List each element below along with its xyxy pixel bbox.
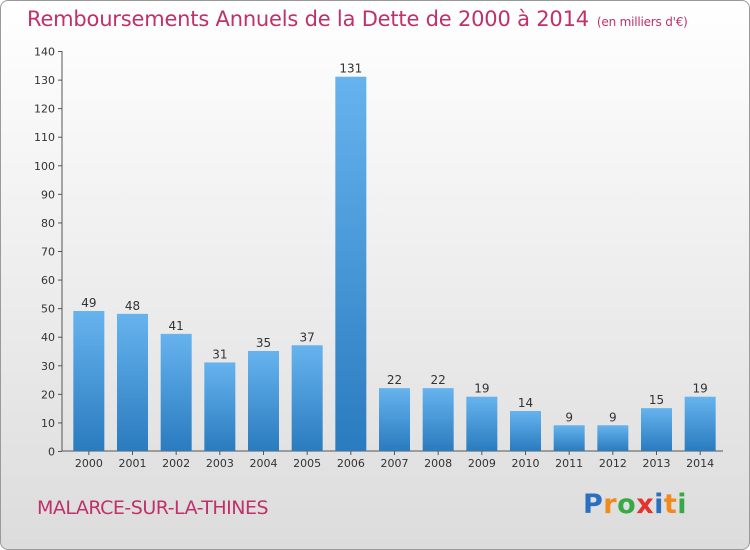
bar (466, 396, 498, 451)
data-labels: 49 48 41 31 35 37 131 22 22 19 14 9 9 15 19 (81, 62, 708, 425)
y-tick-label: 50 (41, 303, 55, 316)
proxiti-logo: Proxiti (583, 489, 687, 520)
x-tick-label: 2004 (250, 457, 278, 470)
x-tick-label: 2009 (468, 457, 496, 470)
logo-letter: i (677, 489, 688, 520)
chart-title: Remboursements Annuels de la Dette de 20… (27, 7, 688, 31)
y-tick-label: 130 (34, 74, 55, 87)
bar (117, 313, 148, 451)
logo-letter: x (636, 489, 655, 520)
data-label: 37 (300, 330, 315, 344)
logo-letter: P (583, 489, 604, 520)
x-tick-label: 2011 (555, 457, 583, 470)
chart-title-text: Remboursements Annuels de la Dette de 20… (27, 7, 589, 31)
data-label: 9 (609, 410, 617, 424)
y-tick-label: 100 (34, 160, 55, 173)
data-label: 31 (212, 347, 227, 361)
bar (335, 76, 367, 451)
y-tick-label: 10 (41, 417, 55, 430)
data-label: 41 (169, 319, 184, 333)
x-tick-label: 2007 (381, 457, 409, 470)
data-label: 19 (474, 382, 489, 396)
data-label: 14 (518, 396, 533, 410)
y-tick-label: 30 (41, 360, 55, 373)
data-label: 19 (693, 382, 708, 396)
y-tick-label: 120 (34, 103, 55, 116)
y-tick-label: 140 (34, 46, 55, 59)
data-label: 48 (125, 299, 140, 313)
commune-name: MALARCE-SUR-LA-THINES (37, 497, 269, 519)
bar (597, 425, 629, 451)
y-tick-label: 40 (41, 331, 55, 344)
bar-series (73, 76, 716, 451)
y-tick-label: 60 (41, 274, 55, 287)
data-label: 15 (649, 393, 664, 407)
data-label: 22 (387, 373, 402, 387)
x-tick-label: 2003 (206, 457, 234, 470)
x-tick-label: 2005 (293, 457, 321, 470)
y-tick-label: 70 (41, 246, 55, 259)
bar (510, 411, 541, 451)
bar (379, 388, 410, 451)
x-tick-label: 2006 (337, 457, 365, 470)
y-tick-label: 80 (41, 217, 55, 230)
chart-axes: 0 10 20 30 40 50 60 70 80 90 100 110 120 130 140 2000 20… (34, 46, 723, 470)
bar (248, 351, 279, 451)
data-label: 49 (81, 296, 96, 310)
data-label: 9 (565, 410, 573, 424)
x-tick-label: 2001 (119, 457, 147, 470)
logo-letter: o (617, 489, 637, 520)
bar (204, 362, 236, 451)
data-label: 131 (339, 62, 362, 76)
chart-subtitle: (en milliers d'€) (596, 15, 688, 29)
logo-letter: t (663, 489, 678, 520)
x-tick-label: 2000 (75, 457, 103, 470)
x-tick-label: 2014 (686, 457, 714, 470)
x-tick-label: 2012 (599, 457, 627, 470)
data-label: 35 (256, 336, 271, 350)
logo-letter: r (603, 489, 618, 520)
logo-letter: i (654, 489, 664, 520)
data-label: 22 (431, 373, 446, 387)
bar (291, 345, 323, 451)
x-tick-label: 2002 (162, 457, 190, 470)
y-tick-label: 20 (41, 388, 55, 401)
bar (641, 408, 672, 451)
bar (422, 388, 454, 451)
bar (73, 311, 105, 451)
bar (553, 425, 585, 451)
bar (160, 333, 192, 451)
x-tick-label: 2010 (512, 457, 540, 470)
x-tick-label: 2008 (424, 457, 452, 470)
y-tick-label: 0 (48, 446, 55, 459)
bar (684, 396, 716, 451)
x-tick-label: 2013 (643, 457, 671, 470)
y-tick-label: 110 (34, 131, 55, 144)
y-tick-label: 90 (41, 188, 55, 201)
